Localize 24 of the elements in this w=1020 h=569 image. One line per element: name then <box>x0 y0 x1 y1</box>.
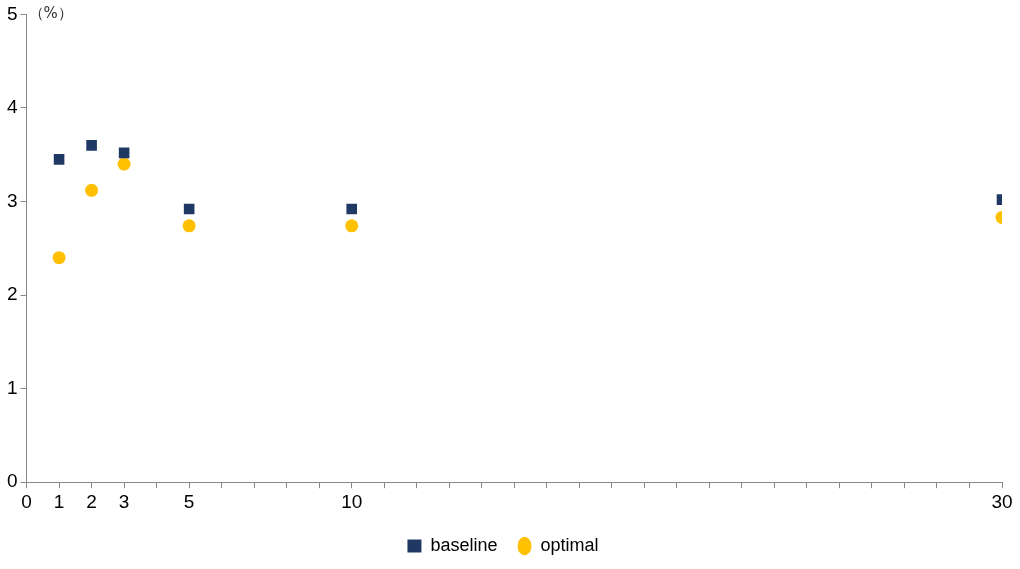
legend-label: baseline <box>430 534 498 555</box>
x-tick-label: 2 <box>86 490 97 512</box>
x-tick-label: 3 <box>118 490 130 512</box>
y-tick-label: 1 <box>6 376 18 398</box>
point <box>345 219 359 233</box>
y-tick-label: 2 <box>6 283 18 305</box>
legend-label: optimal <box>540 534 599 555</box>
point <box>52 251 66 265</box>
x-tick-label: 0 <box>21 490 32 512</box>
y-tick-label: 3 <box>6 189 18 211</box>
y-tick-label: 4 <box>6 96 18 118</box>
x-tick-label: 10 <box>341 490 363 512</box>
x-tick-label: 30 <box>991 490 1013 512</box>
point <box>346 203 358 215</box>
point <box>86 140 97 151</box>
y-tick-label: 0 <box>6 470 18 492</box>
point <box>182 219 196 233</box>
x-tick-label: 5 <box>183 490 195 512</box>
y-tick-label: 5 <box>6 2 18 24</box>
point <box>117 157 131 171</box>
point <box>85 183 99 197</box>
y-axis-title: （%） <box>28 4 73 23</box>
point <box>53 154 65 165</box>
x-tick-label: 1 <box>53 490 65 512</box>
